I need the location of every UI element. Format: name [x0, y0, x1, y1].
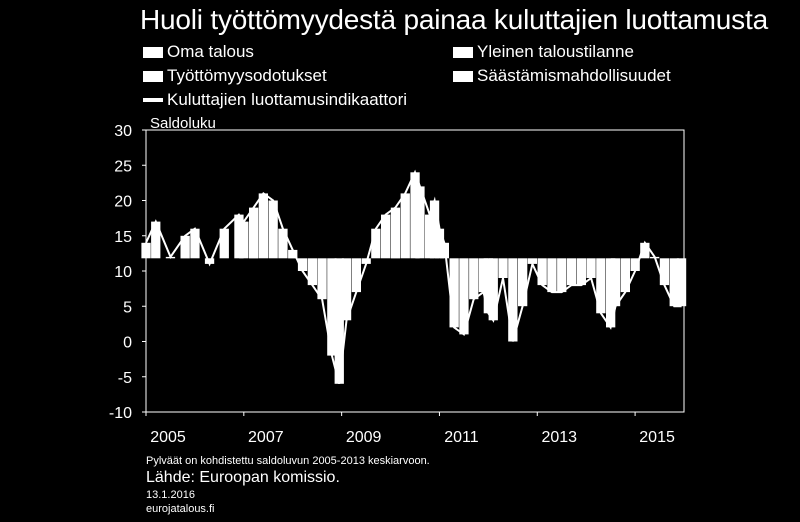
data-bar [483, 258, 493, 314]
data-bar [371, 228, 381, 259]
x-tick-label: 2005 [150, 429, 186, 446]
data-bar [620, 258, 630, 293]
legend-item-saastamismahdollisuudet: Säästämismahdollisuudet [453, 66, 671, 86]
data-bar [508, 258, 518, 342]
legend-swatch-bar [453, 46, 473, 58]
site-text: eurojatalous.fi [146, 503, 215, 515]
data-bar [557, 258, 567, 293]
legend-swatch-bar [453, 70, 473, 82]
data-bar [606, 258, 616, 328]
data-bar [576, 258, 586, 286]
y-tick-label: 10 [114, 264, 132, 281]
data-bar [596, 258, 606, 314]
legend-swatch-bar [143, 46, 163, 58]
data-bar [234, 214, 244, 259]
data-bar [669, 258, 679, 307]
legend-swatch-line [143, 98, 163, 102]
y-tick-label: 5 [123, 299, 132, 316]
legend-label: Yleinen taloustilanne [477, 42, 634, 61]
data-bar [429, 200, 440, 259]
data-bar [518, 258, 528, 307]
data-bar [381, 214, 391, 259]
data-bar [488, 258, 498, 321]
data-bar [288, 249, 298, 259]
data-bar [258, 193, 268, 259]
data-bar [547, 258, 557, 293]
y-tick-label: 30 [114, 123, 132, 140]
data-bar [180, 235, 190, 259]
legend-label: Säästämismahdollisuudet [477, 66, 671, 85]
data-bar [459, 258, 469, 335]
data-bar [204, 258, 215, 264]
legend-label: Oma talous [167, 42, 254, 61]
data-bar [537, 258, 547, 286]
data-bar [278, 228, 288, 259]
data-bar [390, 207, 401, 259]
data-bar [351, 258, 361, 293]
data-bar [630, 258, 640, 271]
data-bar [268, 200, 278, 259]
data-bar [317, 258, 327, 300]
footnote: Pylväät on kohdistettu saldoluvun 2005-2… [146, 455, 430, 467]
x-tick-label: 2011 [444, 429, 479, 446]
data-bar [400, 193, 410, 259]
legend-label: Työttömyysodotukset [167, 66, 327, 85]
data-bar [527, 258, 537, 264]
x-ticks: 2005 2007 2009 2011 2013 2015 [145, 412, 675, 446]
legend-item-tyottomyysodotukset: Työttömyysodotukset [143, 66, 327, 86]
data-bar [659, 258, 670, 286]
x-tick-label: 2009 [346, 429, 382, 446]
data-bar [190, 228, 200, 259]
x-tick-label: 2007 [248, 429, 284, 446]
data-bar [498, 258, 508, 278]
data-bar [307, 258, 317, 286]
data-bar [219, 228, 229, 259]
data-bar [415, 186, 425, 259]
legend-swatch-bar [143, 70, 163, 82]
legend-item-oma-talous: Oma talous [143, 42, 254, 62]
data-bar [449, 258, 459, 328]
y-tick-label: 25 [114, 158, 132, 175]
data-bar [249, 207, 259, 259]
data-bar [434, 228, 445, 259]
data-bar [425, 214, 435, 259]
x-tick-label: 2015 [639, 429, 675, 446]
data-bar [478, 258, 489, 293]
data-bar [239, 221, 249, 259]
data-line [145, 169, 682, 385]
series-line [145, 169, 682, 385]
x-tick-label: 2013 [541, 429, 577, 446]
chart-title: Huoli työttömyydestä painaa kuluttajien … [140, 4, 768, 35]
data-bar [151, 221, 161, 259]
legend-label: Kuluttajien luottamusindikaattori [167, 90, 408, 109]
y-tick-label: 15 [114, 229, 132, 246]
data-bar [141, 242, 151, 259]
data-bar [469, 258, 479, 300]
data-bar [334, 258, 344, 384]
y-tick-label: -10 [109, 405, 132, 422]
data-bar [640, 242, 650, 259]
data-bar [566, 258, 577, 286]
source-text: Lähde: Euroopan komissio. [146, 469, 340, 486]
y-tick-label: 20 [114, 194, 132, 211]
data-bar [297, 258, 308, 271]
legend-item-yleinen-taloustilanne: Yleinen taloustilanne [453, 42, 634, 62]
data-bar [341, 258, 352, 321]
data-bar [327, 258, 337, 356]
y-ticks: 30 25 20 15 10 5 0 -5 -10 [109, 123, 146, 422]
data-bar [586, 258, 596, 278]
data-bar [610, 258, 621, 307]
y-axis-label: Saldoluku [150, 115, 216, 132]
data-bar [410, 172, 420, 259]
data-bar [676, 258, 687, 307]
data-bars [141, 172, 687, 384]
legend-item-luottamusindikaattori: Kuluttajien luottamusindikaattori [143, 90, 407, 110]
date-text: 13.1.2016 [146, 489, 195, 501]
y-tick-label: -5 [118, 370, 132, 387]
y-tick-label: 0 [123, 335, 132, 352]
